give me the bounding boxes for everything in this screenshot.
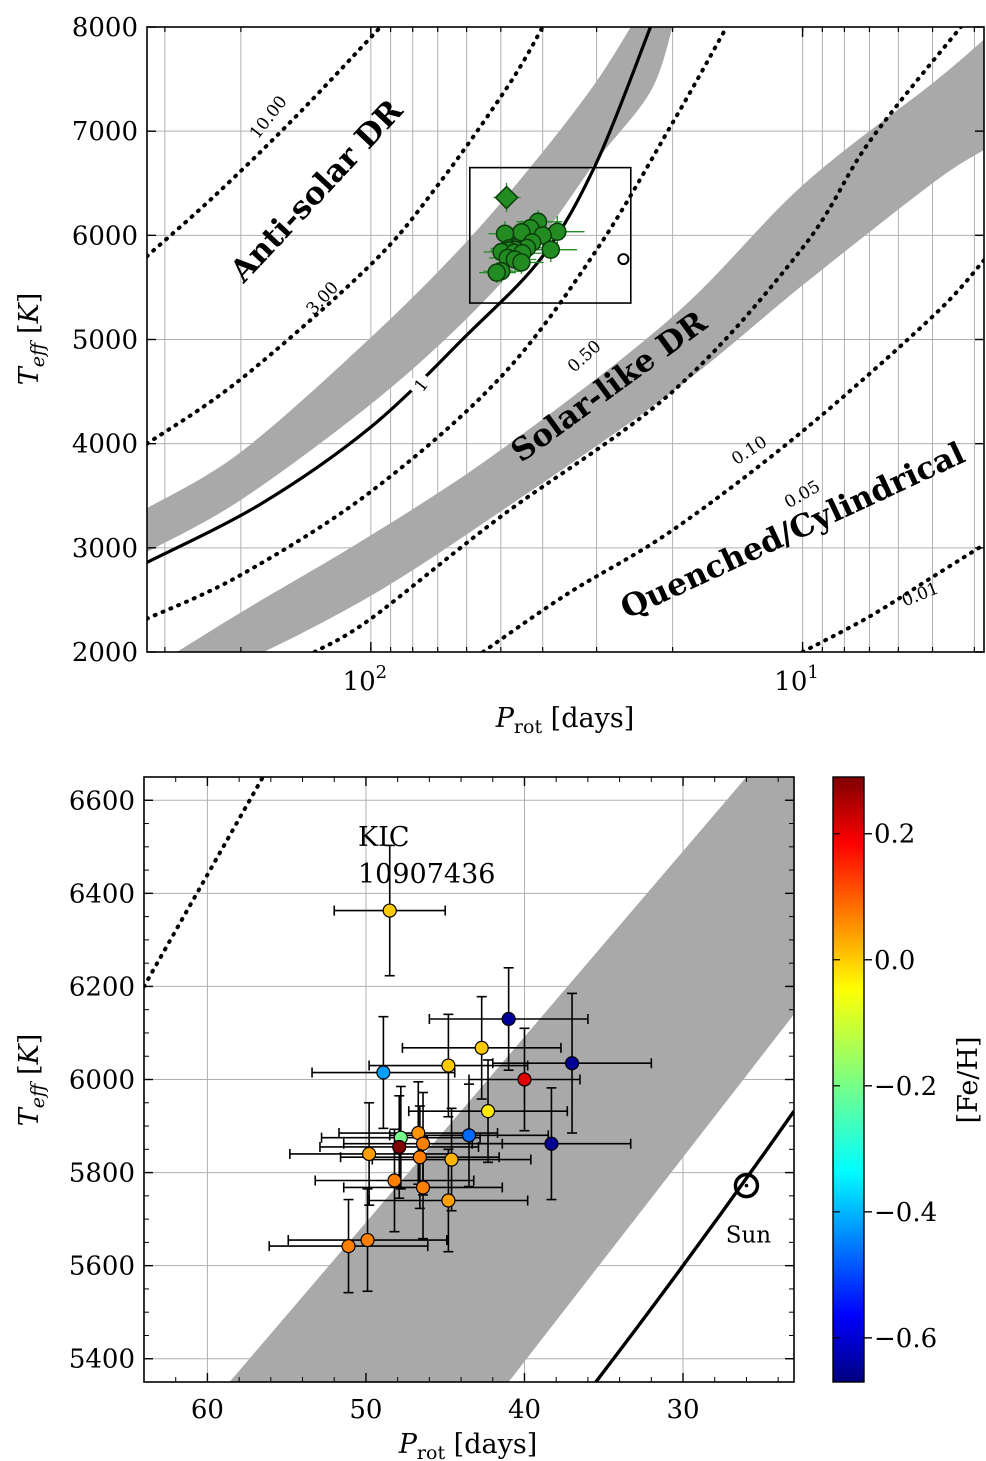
bottom-xtick-label: 40 [508, 1395, 541, 1425]
top-ytick-label: 2000 [72, 638, 138, 668]
cluster-point [487, 263, 506, 282]
data-point [412, 1150, 427, 1165]
data-point [480, 1104, 496, 1119]
bottom-ytick-label: 5400 [69, 1345, 135, 1375]
bottom-ytick-label: 6400 [69, 879, 135, 909]
top-x-axis-label: Prot [days] [495, 703, 634, 738]
top-band [147, 27, 673, 552]
top-contour-curves [147, 27, 984, 652]
top-ytick-label: 5000 [72, 326, 138, 356]
colorbar-tick-label: −0.6 [874, 1324, 937, 1354]
data-point [360, 1232, 375, 1248]
top-ytick-label: 4000 [72, 430, 138, 460]
bottom-sun-marker [733, 1172, 760, 1199]
top-ytick-label: 8000 [72, 13, 138, 43]
top-shaded-bands [147, 27, 984, 652]
bottom-ytick-label: 5800 [69, 1159, 135, 1189]
contour-label-group: 1 [406, 370, 435, 399]
contour-0.10-curve [312, 27, 963, 652]
bottom-ytick-label: 6000 [69, 1066, 135, 1096]
data-point [461, 1128, 477, 1143]
contour-3.00-curve [147, 27, 545, 446]
data-point [415, 1136, 431, 1151]
sun-label: Sun [726, 1223, 772, 1249]
data-point [544, 1136, 559, 1151]
data-point [441, 1058, 456, 1073]
bottom-ytick-label: 5600 [69, 1252, 135, 1282]
colorbar [833, 777, 864, 1382]
bottom-dotted-curve [144, 777, 265, 989]
colorbar-tick-label: −0.4 [874, 1198, 937, 1228]
data-point [362, 1146, 377, 1162]
top-sun-circle [617, 253, 630, 266]
top-star-cluster [479, 182, 585, 284]
data-point [564, 1056, 580, 1071]
bottom-x-axis-label: Prot [days] [398, 1429, 537, 1461]
contour-label-gap [406, 370, 435, 399]
data-point [376, 1065, 391, 1080]
colorbar-tick-label: 0.2 [874, 820, 915, 850]
top-zoom-box [468, 166, 632, 304]
contour-0.01-curve [800, 542, 984, 652]
top-sun-marker [617, 253, 630, 266]
sun-circle [733, 1172, 760, 1199]
colorbar-tick-label: −0.2 [874, 1072, 937, 1102]
data-point [474, 1040, 489, 1055]
contour-0.05-curve [480, 258, 984, 652]
sun-center-dot [744, 1183, 749, 1188]
cluster-point [512, 253, 531, 272]
top-ytick-label: 6000 [72, 221, 138, 251]
contour-1-curve [147, 27, 652, 564]
contour-0.50-curve [147, 27, 729, 621]
bottom-axis-ticks: 5400 5600 5800 6000 6200 6400 6600 60 50 40 30 [69, 776, 794, 1425]
bottom-y-axis-label: Teff [K] [14, 1034, 49, 1127]
colorbar-frame [832, 776, 865, 1383]
top-xtick-label: 102 [343, 662, 388, 697]
bottom-ytick-label: 6200 [69, 972, 135, 1002]
kic-annotation-line2: 10907436 [358, 859, 495, 890]
cluster-diamond-marker [494, 185, 519, 210]
bottom-solid-curve [594, 1110, 794, 1382]
data-point [387, 1173, 402, 1188]
bottom-xtick-label: 30 [666, 1395, 699, 1425]
colorbar-tick-label: 0.0 [874, 946, 915, 976]
data-point [392, 1139, 407, 1155]
bottom-xtick-label: 50 [349, 1395, 382, 1425]
data-point [441, 1193, 456, 1208]
data-point [444, 1152, 459, 1167]
cluster-point [541, 240, 561, 259]
top-ytick-label: 3000 [72, 534, 138, 564]
data-point [501, 1011, 516, 1027]
bottom-chart-panel: KIC 10907436 Sun 5400 5600 5800 6000 6200 6400 6… [14, 776, 984, 1461]
data-point [517, 1072, 532, 1087]
data-point [382, 903, 397, 918]
colorbar-label: [Fe/H] [953, 1037, 984, 1124]
colorbar-ticks: 0.2 0.0 −0.2 −0.4 −0.6 [833, 820, 937, 1354]
data-point [415, 1180, 431, 1195]
zoom-box-rect [468, 166, 632, 304]
bottom-annotations: KIC 10907436 Sun [358, 822, 771, 1249]
bottom-curves [144, 777, 794, 1382]
top-y-axis-label: Teff [K] [14, 293, 49, 386]
top-xtick-label: 101 [774, 662, 819, 697]
bottom-xtick-label: 60 [191, 1395, 224, 1425]
contour-10.00-curve [147, 27, 383, 259]
kic-annotation-line1: KIC [358, 822, 410, 853]
data-point [341, 1239, 356, 1254]
bottom-ytick-label: 6600 [69, 786, 135, 816]
top-ytick-label: 7000 [72, 117, 138, 147]
bottom-data-points [341, 903, 580, 1254]
